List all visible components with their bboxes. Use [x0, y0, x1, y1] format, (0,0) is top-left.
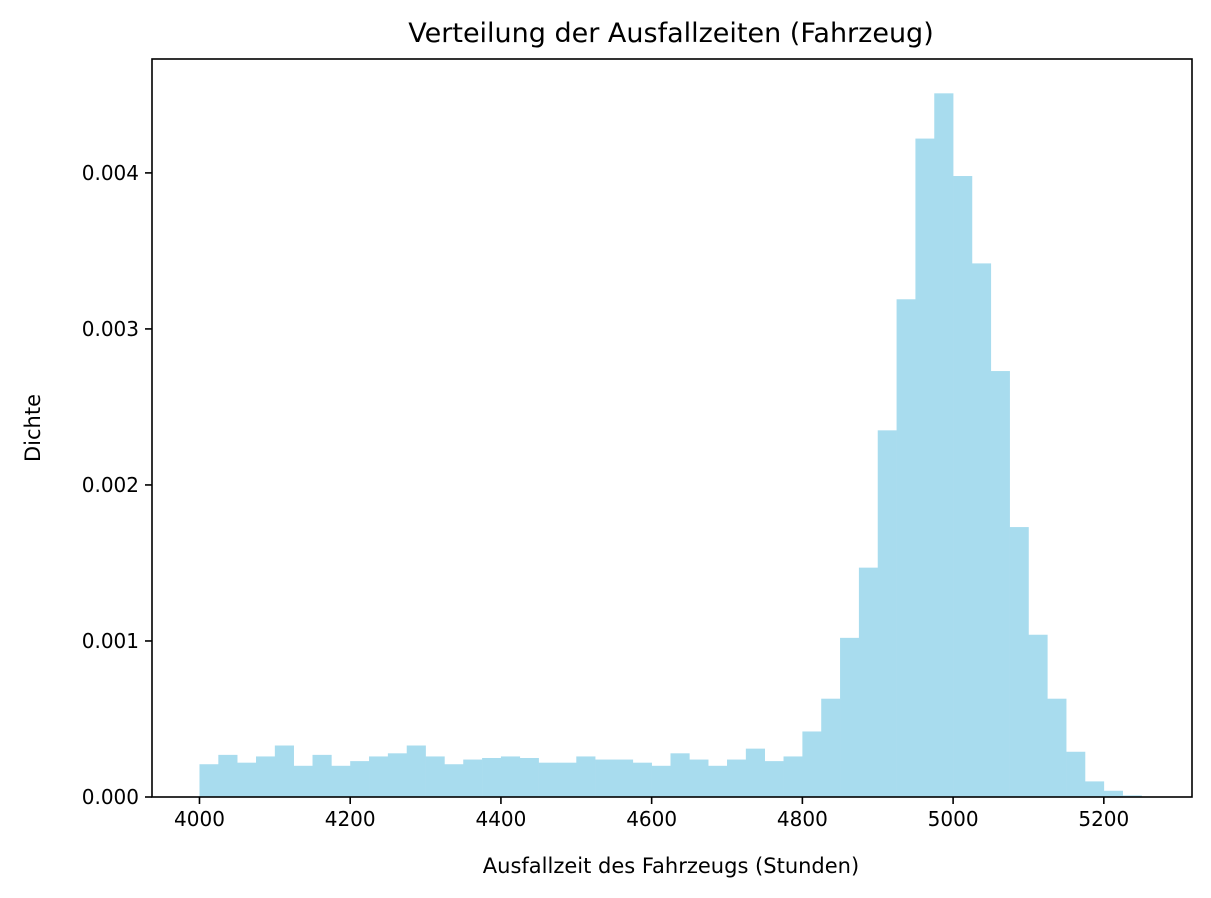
histogram-bar: [350, 761, 370, 797]
histogram-bar: [915, 138, 935, 797]
histogram-bar: [670, 753, 690, 797]
histogram-bar: [783, 756, 803, 797]
histogram-bar: [331, 765, 351, 797]
histogram-bar: [1103, 790, 1123, 797]
histogram-bar: [256, 756, 276, 797]
histogram-bar: [613, 759, 634, 797]
x-tick-label: 4400: [475, 807, 526, 831]
histogram-bar: [519, 757, 539, 797]
histogram-bars: [199, 93, 1142, 798]
histogram-bar: [821, 698, 841, 797]
x-tick-label: 4200: [325, 807, 376, 831]
histogram-bar: [840, 637, 860, 797]
histogram-bar: [557, 762, 577, 797]
histogram-bar: [444, 764, 464, 797]
histogram-bar: [896, 299, 916, 797]
histogram-bar: [1047, 698, 1067, 797]
y-tick-label: 0.002: [82, 473, 139, 497]
histogram-bar: [1084, 781, 1105, 797]
histogram-bar: [651, 765, 671, 797]
histogram-bar: [971, 263, 992, 797]
histogram-bar: [1009, 527, 1029, 797]
y-axis: 0.000 0.001 0.002 0.003 0.004: [82, 161, 152, 809]
histogram-bar: [293, 765, 313, 797]
histogram-bar: [576, 756, 596, 797]
histogram-bar: [500, 756, 521, 797]
x-axis: 4000 4200 4400 4600 4800 5000 5200: [174, 797, 1129, 831]
x-tick-label: 5000: [928, 807, 979, 831]
histogram-bar: [802, 731, 822, 797]
y-tick-label: 0.001: [82, 629, 139, 653]
chart-title: Verteilung der Ausfallzeiten (Fahrzeug): [408, 18, 933, 49]
x-tick-label: 4600: [626, 807, 677, 831]
histogram-bar: [953, 176, 973, 797]
x-tick-label: 4000: [174, 807, 225, 831]
histogram-bar: [463, 759, 483, 797]
histogram-bar: [369, 756, 389, 797]
y-tick-label: 0.003: [82, 317, 139, 341]
x-tick-label: 5200: [1078, 807, 1129, 831]
histogram-bar: [538, 762, 558, 797]
y-tick-label: 0.004: [82, 161, 139, 185]
histogram-bar: [274, 745, 294, 797]
histogram-bar: [237, 762, 257, 797]
histogram-bar: [218, 754, 238, 797]
histogram-bar: [312, 754, 332, 797]
histogram-bar: [1028, 634, 1048, 797]
plot-frame: [151, 58, 1193, 798]
x-axis-label: Ausfallzeit des Fahrzeugs (Stunden): [483, 854, 859, 878]
histogram-bar: [482, 757, 502, 797]
histogram-bar: [708, 765, 728, 797]
histogram-bar: [387, 753, 408, 797]
histogram-bar: [1066, 751, 1086, 797]
histogram-bar: [764, 761, 784, 797]
histogram-bar: [990, 371, 1010, 797]
histogram-bar: [727, 759, 747, 797]
histogram-bar: [406, 745, 426, 797]
histogram-bar: [934, 93, 954, 798]
histogram-bar: [689, 759, 709, 797]
histogram-bar: [425, 756, 445, 797]
histogram-bar: [595, 759, 615, 797]
histogram-bar: [199, 764, 219, 797]
histogram-bar: [632, 762, 652, 797]
histogram-bar: [858, 567, 879, 797]
x-tick-label: 4800: [777, 807, 828, 831]
y-axis-label: Dichte: [21, 394, 45, 462]
y-tick-label: 0.000: [82, 785, 139, 809]
histogram-bar: [877, 430, 897, 797]
histogram-bar: [745, 748, 765, 797]
